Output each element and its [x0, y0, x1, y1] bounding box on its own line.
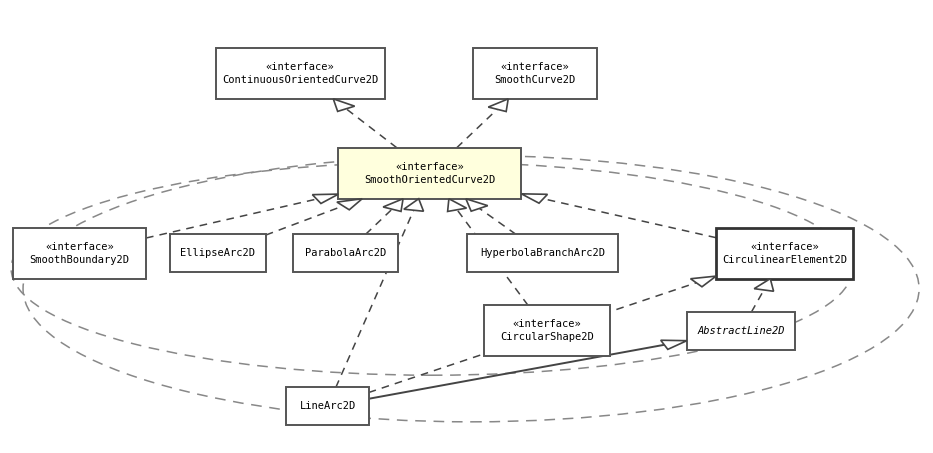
Polygon shape	[383, 199, 403, 212]
FancyBboxPatch shape	[717, 227, 854, 279]
FancyBboxPatch shape	[13, 227, 146, 279]
Text: ParabolaArc2D: ParabolaArc2D	[305, 248, 386, 258]
FancyBboxPatch shape	[286, 387, 369, 425]
Polygon shape	[337, 199, 362, 210]
Text: EllipseArc2D: EllipseArc2D	[180, 248, 256, 258]
FancyBboxPatch shape	[473, 48, 597, 99]
FancyBboxPatch shape	[466, 234, 618, 272]
Text: «interface»
SmoothOrientedCurve2D: «interface» SmoothOrientedCurve2D	[364, 162, 495, 185]
FancyBboxPatch shape	[339, 148, 522, 199]
FancyBboxPatch shape	[687, 312, 795, 350]
Text: HyperbolaBranchArc2D: HyperbolaBranchArc2D	[480, 248, 605, 258]
Polygon shape	[488, 99, 508, 111]
Text: «interface»
SmoothBoundary2D: «interface» SmoothBoundary2D	[30, 242, 130, 265]
Polygon shape	[448, 199, 466, 212]
Polygon shape	[661, 340, 687, 349]
Text: LineArc2D: LineArc2D	[299, 401, 355, 411]
FancyBboxPatch shape	[170, 234, 266, 272]
FancyBboxPatch shape	[216, 48, 384, 99]
Text: «interface»
CircularShape2D: «interface» CircularShape2D	[500, 319, 593, 342]
Text: «interface»
ContinuousOrientedCurve2D: «interface» ContinuousOrientedCurve2D	[222, 62, 378, 85]
Polygon shape	[466, 199, 488, 211]
Polygon shape	[754, 279, 773, 291]
Polygon shape	[313, 194, 339, 203]
FancyBboxPatch shape	[293, 234, 398, 272]
Text: «interface»
SmoothCurve2D: «interface» SmoothCurve2D	[494, 62, 576, 85]
Text: AbstractLine2D: AbstractLine2D	[697, 326, 785, 336]
Polygon shape	[404, 199, 424, 211]
Text: «interface»
CirculinearElement2D: «interface» CirculinearElement2D	[722, 242, 847, 265]
Polygon shape	[522, 194, 548, 203]
FancyBboxPatch shape	[484, 305, 610, 357]
Polygon shape	[333, 99, 355, 111]
Polygon shape	[690, 276, 717, 287]
